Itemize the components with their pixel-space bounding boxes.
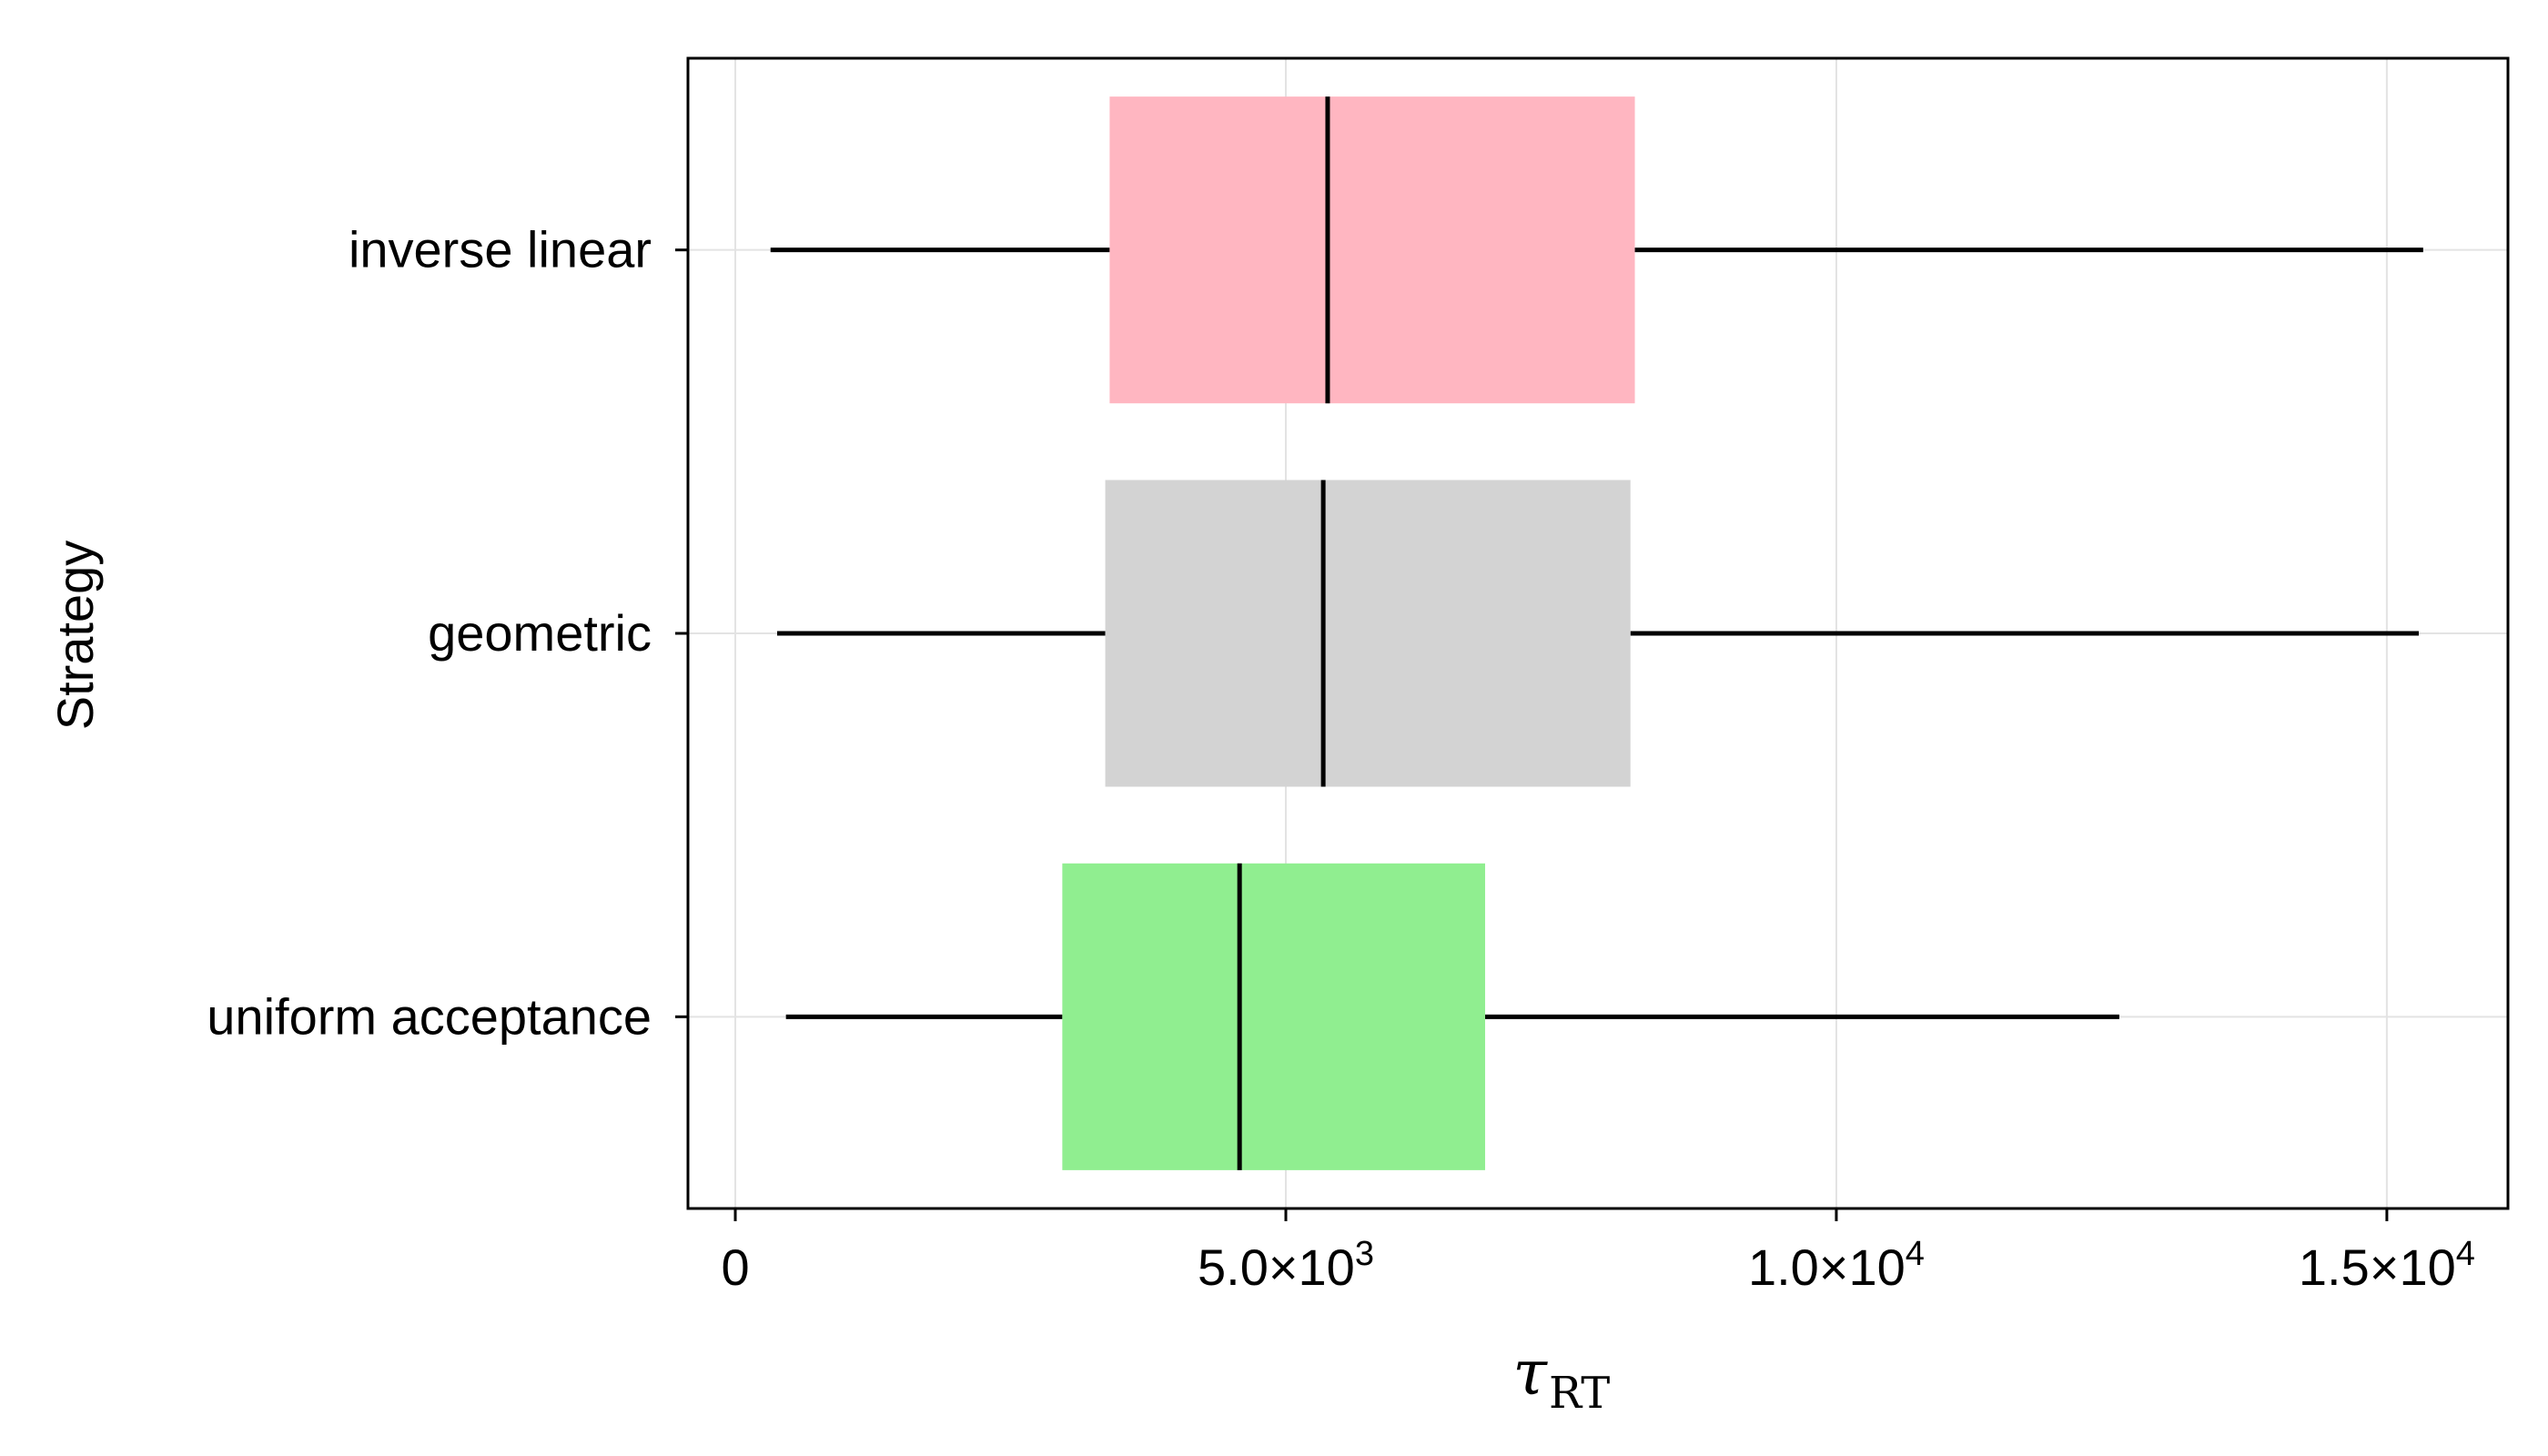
- y-tick-label: uniform acceptance: [207, 987, 652, 1045]
- x-tick-label: 1.0×104: [1748, 1235, 1925, 1296]
- x-tick-label: 0: [721, 1239, 749, 1296]
- x-axis-title: τ: [1512, 1338, 1548, 1410]
- y-tick-label: inverse linear: [349, 221, 652, 278]
- boxes: [770, 96, 2423, 1170]
- x-axis-title-subscript: RT: [1549, 1368, 1610, 1419]
- x-tick-label: 5.0×103: [1198, 1235, 1374, 1296]
- y-axis-title: Strategy: [46, 541, 104, 731]
- box-inverse-linear: [1109, 96, 1635, 404]
- axes: 0 5.0×103 1.0×104 1.5×104 inverse linear geom…: [207, 221, 2475, 1296]
- box-geometric: [1105, 480, 1631, 787]
- box-uniform-acceptance: [1062, 863, 1485, 1170]
- y-tick-label: geometric: [428, 604, 652, 662]
- x-tick-label: 1.5×104: [2299, 1235, 2475, 1296]
